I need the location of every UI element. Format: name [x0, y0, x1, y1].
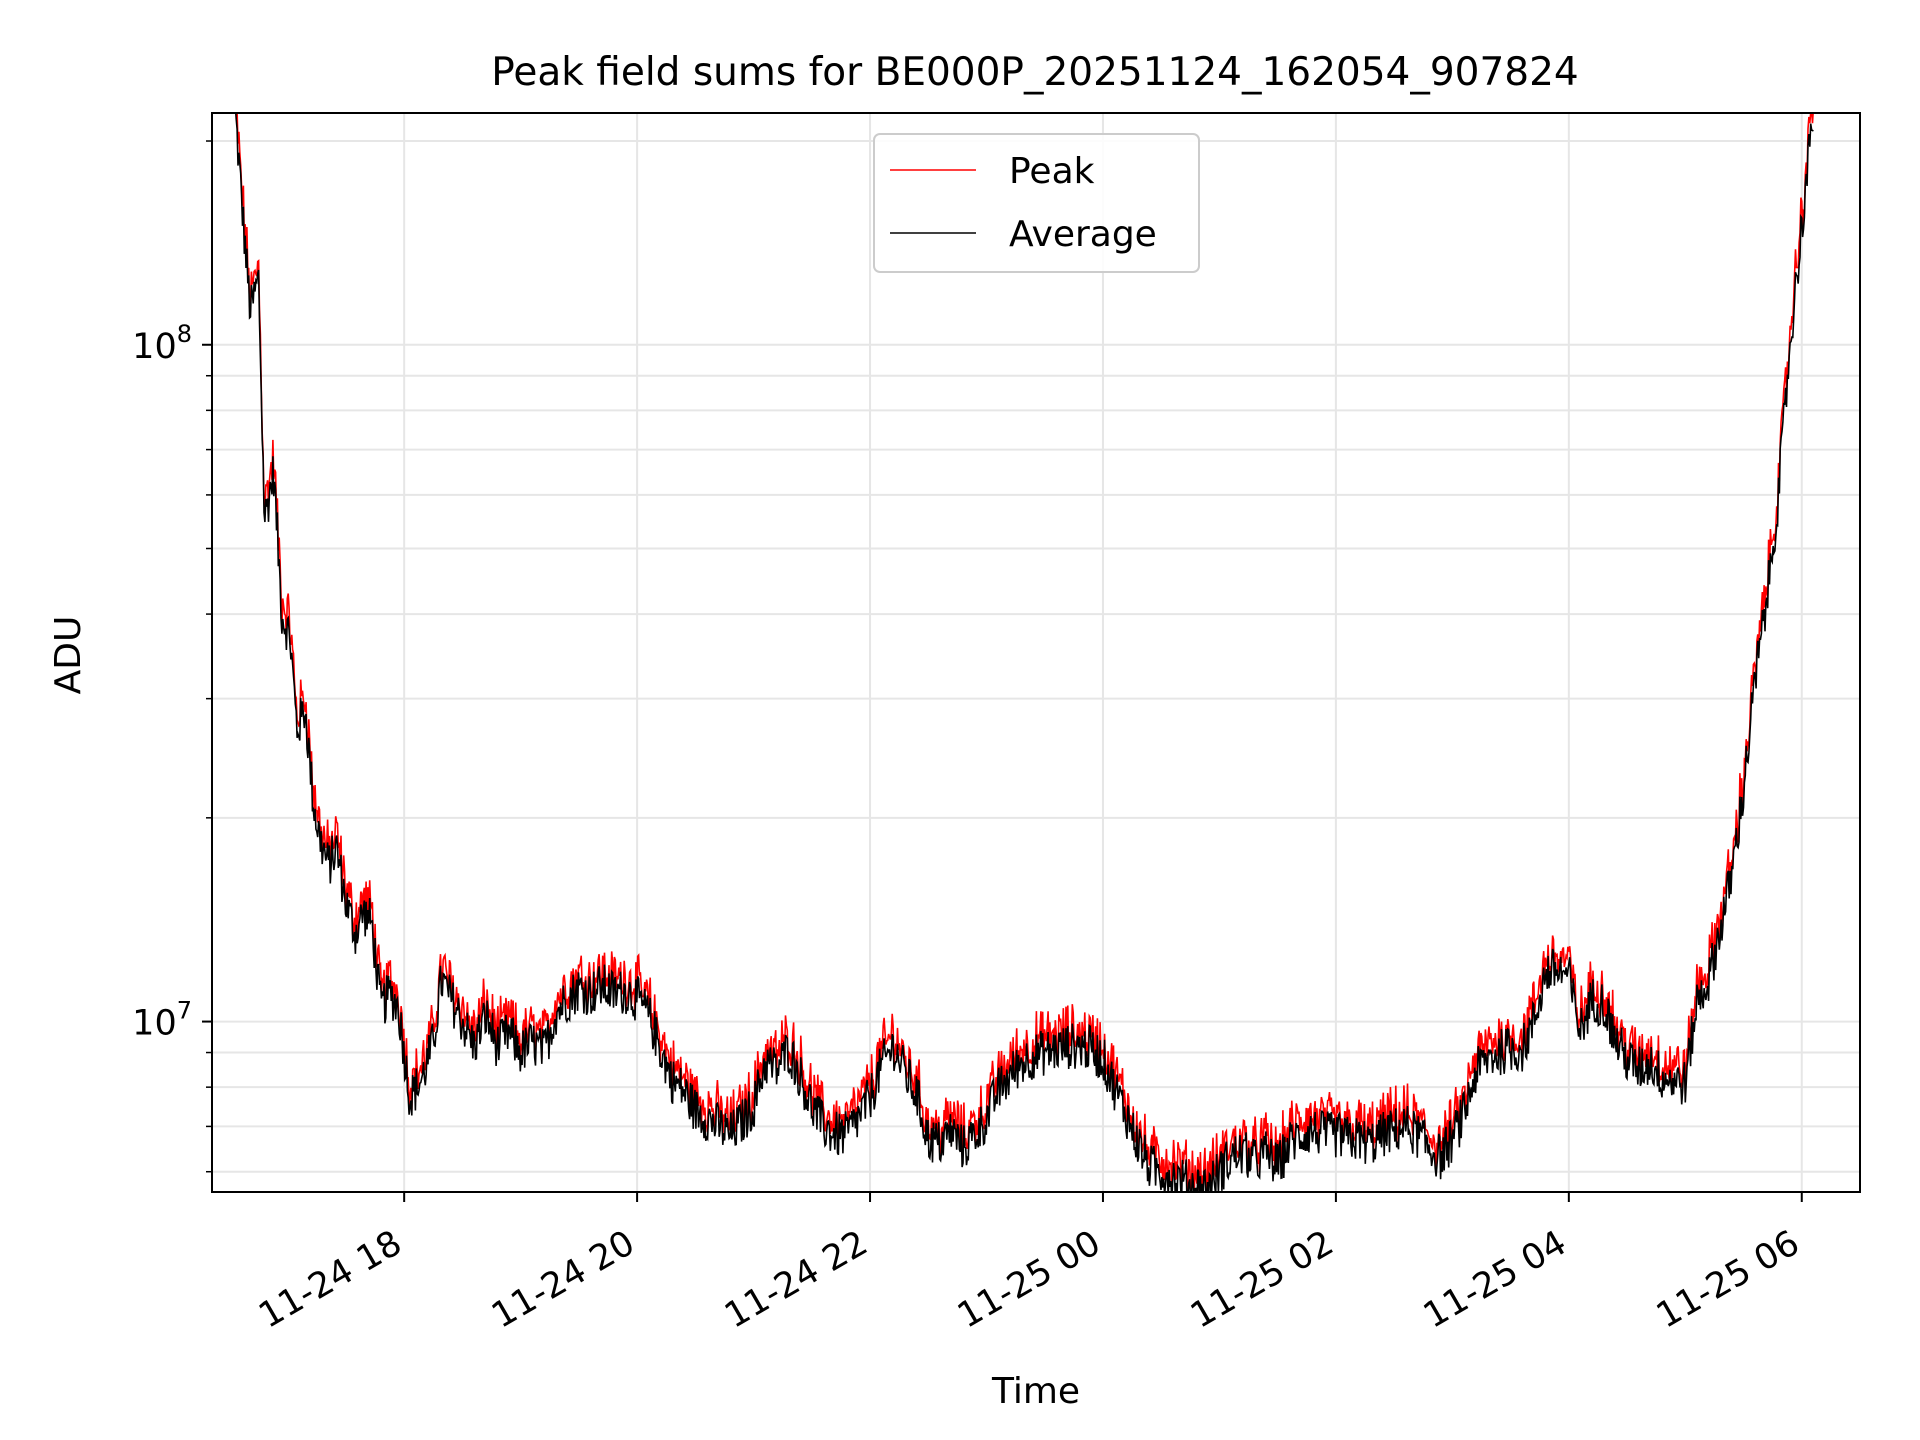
plot-frame	[211, 112, 1861, 1193]
y-axis-label: ADU	[48, 616, 89, 695]
y-axis-ticks: 107 108	[132, 140, 212, 1173]
plot-series	[234, 113, 1814, 1192]
series-line-average	[234, 113, 1814, 1192]
legend-label-peak: Peak	[1009, 151, 1095, 192]
y-tick-label: 108	[132, 320, 192, 367]
chart-title: Peak field sums for BE000P_20251124_1620…	[491, 50, 1578, 95]
legend-label-average: Average	[1009, 214, 1157, 255]
legend: Peak Average	[873, 133, 1200, 273]
legend-box	[873, 133, 1200, 273]
y-tick-label: 107	[132, 997, 192, 1044]
x-axis-label: Time	[991, 1371, 1080, 1412]
